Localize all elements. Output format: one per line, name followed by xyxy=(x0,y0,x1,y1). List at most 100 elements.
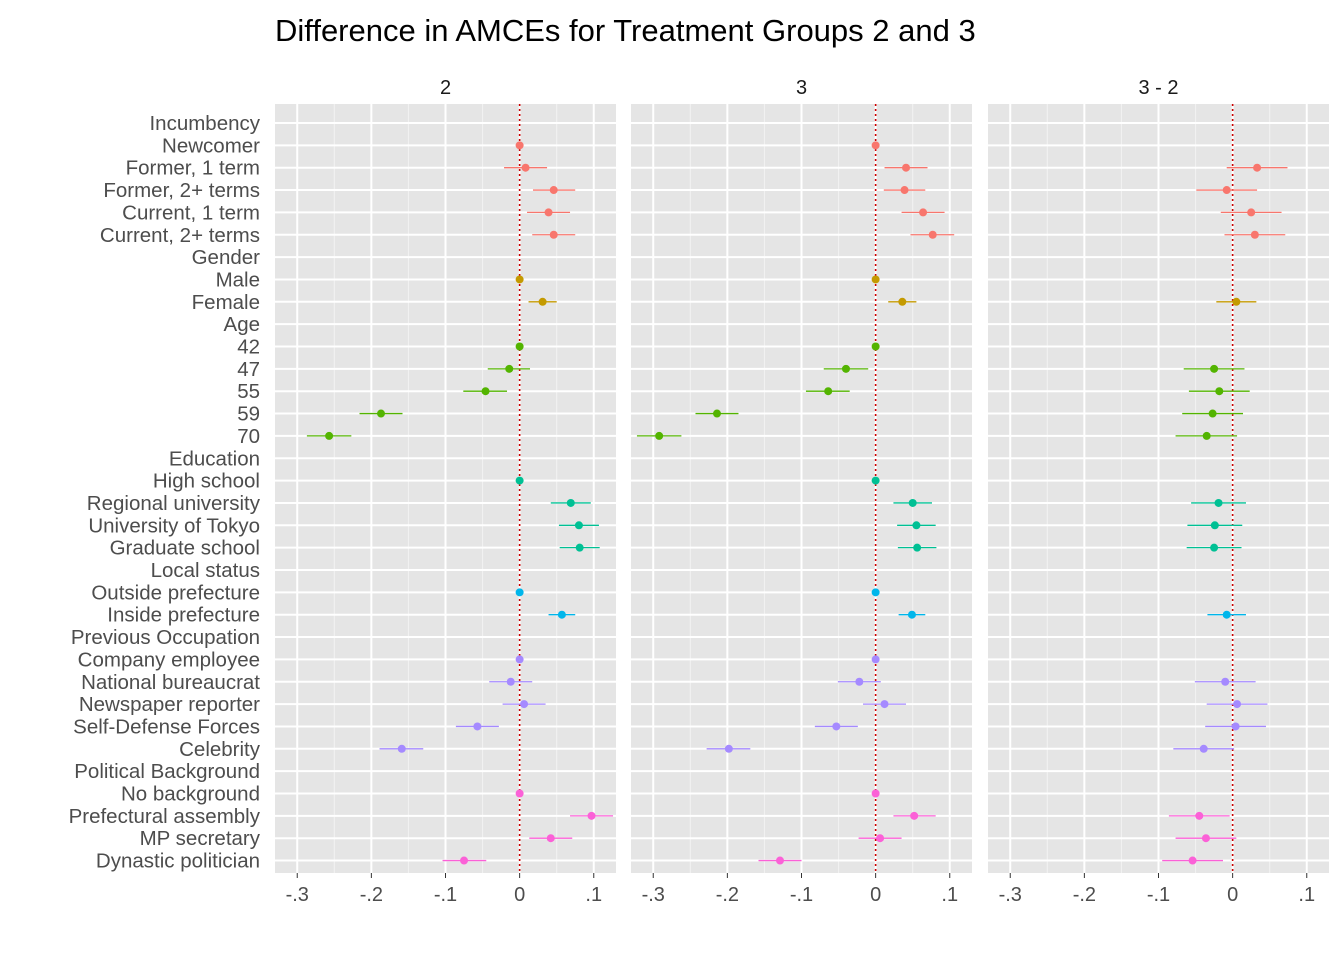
estimate-point xyxy=(1199,744,1208,753)
estimate-point xyxy=(1202,431,1211,440)
estimate-point xyxy=(871,275,880,284)
estimate-point xyxy=(1253,163,1262,172)
estimate-point xyxy=(1231,722,1240,731)
estimate-point xyxy=(898,297,907,306)
estimate-point xyxy=(907,610,916,619)
level-label: Current, 1 term xyxy=(122,201,260,224)
x-tick-label: -.3 xyxy=(999,884,1022,906)
estimate-point xyxy=(919,208,928,217)
level-label: Former, 2+ terms xyxy=(103,179,260,202)
level-label: Former, 1 term xyxy=(126,157,260,180)
category-header-label: Age xyxy=(224,313,260,336)
estimate-point xyxy=(824,387,833,396)
estimate-point xyxy=(515,588,524,597)
level-label: 70 xyxy=(237,425,260,448)
category-header-label: Education xyxy=(169,447,260,470)
level-label: Outside prefecture xyxy=(91,581,260,604)
estimate-point xyxy=(520,700,529,709)
x-tick-label: 0 xyxy=(514,884,525,906)
estimate-point xyxy=(557,610,566,619)
estimate-point xyxy=(902,163,911,172)
estimate-point xyxy=(855,677,864,686)
level-label: Inside prefecture xyxy=(107,604,260,627)
x-tick-label: .1 xyxy=(1298,884,1315,906)
estimate-point xyxy=(880,700,889,709)
estimate-point xyxy=(1210,521,1219,530)
estimate-point xyxy=(871,789,880,798)
level-label: 55 xyxy=(237,380,260,403)
level-label: Male xyxy=(216,268,260,291)
estimate-point xyxy=(1188,856,1197,865)
level-label: MP secretary xyxy=(140,827,261,850)
x-tick-label: -.2 xyxy=(1073,884,1096,906)
estimate-point xyxy=(1195,811,1204,820)
estimate-point xyxy=(521,163,530,172)
estimate-point xyxy=(544,208,553,217)
level-label: High school xyxy=(153,470,260,493)
estimate-point xyxy=(871,476,880,485)
level-label: Graduate school xyxy=(110,537,260,560)
x-tick-label: .1 xyxy=(941,884,958,906)
estimate-point xyxy=(515,789,524,798)
level-label: Regional university xyxy=(87,492,261,515)
chart-title: Difference in AMCEs for Treatment Groups… xyxy=(275,13,976,48)
level-label: 47 xyxy=(237,358,260,381)
estimate-point xyxy=(574,521,583,530)
panel-strip-label: 2 xyxy=(440,77,451,99)
level-label: Female xyxy=(192,291,260,314)
estimate-point xyxy=(1215,387,1224,396)
estimate-point xyxy=(587,811,596,820)
estimate-point xyxy=(549,230,558,239)
estimate-point xyxy=(1221,677,1230,686)
estimate-point xyxy=(546,834,555,843)
x-tick-label: -.3 xyxy=(286,884,309,906)
estimate-point xyxy=(900,186,909,195)
x-tick-label: -.3 xyxy=(642,884,665,906)
estimate-point xyxy=(505,364,514,373)
category-header-label: Political Background xyxy=(74,760,260,783)
panel-strip-label: 3 xyxy=(796,77,807,99)
estimate-point xyxy=(1232,297,1241,306)
estimate-point xyxy=(1222,610,1231,619)
x-tick-label: 0 xyxy=(1227,884,1238,906)
estimate-point xyxy=(871,342,880,351)
estimate-point xyxy=(655,431,664,440)
estimate-point xyxy=(1214,498,1223,507)
level-label: Newspaper reporter xyxy=(79,693,260,716)
level-label: Dynastic politician xyxy=(96,850,260,873)
estimate-point xyxy=(912,521,921,530)
estimate-point xyxy=(549,186,558,195)
estimate-point xyxy=(1210,543,1219,552)
estimate-point xyxy=(871,141,880,150)
level-label: Celebrity xyxy=(179,738,261,761)
estimate-point xyxy=(325,431,334,440)
estimate-point xyxy=(481,387,490,396)
estimate-point xyxy=(575,543,584,552)
estimate-point xyxy=(841,364,850,373)
level-label: University of Tokyo xyxy=(88,514,260,537)
x-tick-label: -.1 xyxy=(1147,884,1170,906)
category-header-label: Gender xyxy=(192,246,261,269)
estimate-point xyxy=(908,498,917,507)
level-label: Current, 2+ terms xyxy=(100,224,260,247)
estimate-point xyxy=(871,588,880,597)
level-label: National bureaucrat xyxy=(81,671,260,694)
level-label: 59 xyxy=(237,403,260,426)
x-tick-label: .1 xyxy=(585,884,602,906)
estimate-point xyxy=(377,409,386,418)
estimate-point xyxy=(397,744,406,753)
level-label: Company employee xyxy=(78,648,260,671)
x-tick-label: -.2 xyxy=(360,884,383,906)
level-label: Prefectural assembly xyxy=(69,805,261,828)
estimate-point xyxy=(506,677,515,686)
estimate-point xyxy=(910,811,919,820)
estimate-point xyxy=(1247,208,1256,217)
estimate-point xyxy=(566,498,575,507)
estimate-point xyxy=(1210,364,1219,373)
x-tick-label: -.2 xyxy=(716,884,739,906)
estimate-point xyxy=(515,141,524,150)
estimate-point xyxy=(724,744,733,753)
category-header-label: Local status xyxy=(151,559,260,582)
